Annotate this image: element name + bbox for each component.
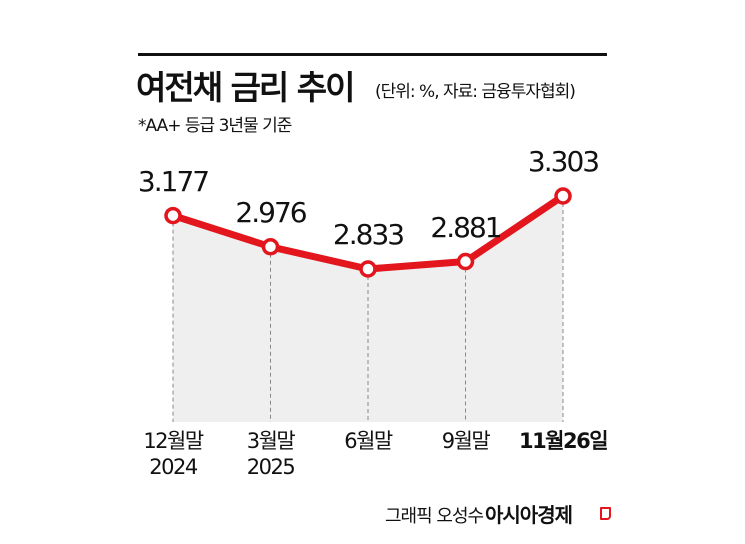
title-rule xyxy=(138,53,607,56)
data-point-marker xyxy=(359,260,377,278)
x-label-3: 9월말 xyxy=(441,428,491,454)
data-point-marker xyxy=(554,187,572,205)
x-label-1-line2: 2025 xyxy=(246,455,296,479)
x-label-0: 12월말 2024 xyxy=(143,428,204,480)
x-label-2-line1: 6월말 xyxy=(344,429,393,453)
data-point-marker xyxy=(456,252,475,271)
data-point-marker xyxy=(261,238,280,256)
x-label-0-line2: 2024 xyxy=(149,455,198,479)
dashed-drop-lines xyxy=(172,196,564,422)
value-label-4: 3.303 xyxy=(527,145,600,178)
unit-source-label: (단위: %, 자료: 금융투자협회) xyxy=(375,82,576,102)
brand-logo-text: 아시아경제 xyxy=(485,503,573,527)
x-label-1: 3월말 2025 xyxy=(246,428,296,480)
value-label-3: 2.881 xyxy=(430,210,502,244)
x-label-3-line1: 9월말 xyxy=(441,429,491,453)
x-label-4: 11월26일 xyxy=(518,428,609,454)
value-label-0: 3.177 xyxy=(137,164,210,198)
value-label-2: 2.833 xyxy=(332,218,405,251)
value-label-1: 2.976 xyxy=(235,195,307,229)
data-markers xyxy=(164,187,572,278)
data-point-marker xyxy=(164,206,182,225)
x-label-4-line1: 11월26일 xyxy=(518,429,609,453)
graphic-credit: 그래픽 오성수 xyxy=(385,506,484,527)
chart-note: *AA+ 등급 3년물 기준 xyxy=(138,116,292,136)
x-label-0-line1: 12월말 xyxy=(143,429,204,453)
chart-title: 여전채 금리 추이 xyxy=(136,68,355,107)
brand-mark-icon xyxy=(600,507,611,520)
x-label-2: 6월말 xyxy=(344,428,393,454)
x-label-1-line1: 3월말 xyxy=(246,429,296,453)
